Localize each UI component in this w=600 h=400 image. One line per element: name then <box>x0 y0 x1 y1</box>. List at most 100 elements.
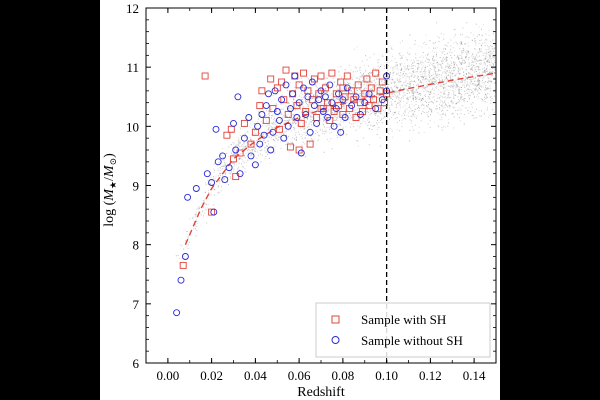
cloud-dot <box>479 50 481 52</box>
cloud-dot <box>461 42 462 44</box>
cloud-dot <box>420 99 422 101</box>
cloud-dot <box>448 64 450 66</box>
cloud-dot <box>279 141 281 143</box>
cloud-dot <box>451 74 453 76</box>
cloud-dot <box>415 81 417 83</box>
cloud-dot <box>432 81 434 83</box>
cloud-dot <box>487 65 488 66</box>
cloud-dot <box>464 79 466 80</box>
cloud-dot <box>434 78 436 80</box>
cloud-dot <box>410 68 412 70</box>
nosh-point <box>313 119 321 127</box>
cloud-dot <box>453 127 455 129</box>
cloud-dot <box>429 78 431 80</box>
cloud-dot <box>447 81 449 83</box>
cloud-dot <box>487 71 488 73</box>
cloud-dot <box>465 77 467 79</box>
cloud-dot <box>360 83 361 85</box>
cloud-dot <box>396 62 398 64</box>
cloud-dot <box>353 108 354 110</box>
cloud-dot <box>388 132 390 134</box>
cloud-dot <box>381 81 382 83</box>
cloud-dot <box>481 98 482 100</box>
cloud-dot <box>285 110 287 112</box>
cloud-dot <box>482 99 484 101</box>
cloud-dot <box>478 110 480 112</box>
cloud-dot <box>356 112 358 113</box>
cloud-dot <box>481 45 482 47</box>
cloud-dot <box>411 90 413 92</box>
cloud-dot <box>474 111 476 113</box>
cloud-dot <box>419 93 421 95</box>
cloud-dot <box>416 60 418 61</box>
cloud-dot <box>266 148 268 150</box>
cloud-dot <box>374 82 376 84</box>
cloud-dot <box>454 69 456 71</box>
cloud-dot <box>267 134 269 136</box>
cloud-dot <box>205 209 207 211</box>
cloud-dot <box>339 125 341 126</box>
cloud-dot <box>385 107 387 109</box>
cloud-dot <box>493 56 495 58</box>
cloud-dot <box>279 128 281 130</box>
cloud-dot <box>438 78 440 80</box>
cloud-dot <box>418 126 420 128</box>
cloud-dot <box>480 50 482 52</box>
cloud-dot <box>306 101 308 103</box>
cloud-dot <box>456 86 458 88</box>
cloud-dot <box>446 75 448 77</box>
cloud-dot <box>448 119 450 121</box>
cloud-dot <box>494 69 496 71</box>
cloud-dot <box>302 104 303 106</box>
cloud-dot <box>363 89 365 91</box>
cloud-dot <box>399 81 401 83</box>
cloud-dot <box>374 79 375 81</box>
cloud-dot <box>250 155 252 157</box>
cloud-dot <box>407 100 409 102</box>
cloud-dot <box>414 97 416 99</box>
cloud-dot <box>367 82 368 84</box>
cloud-dot <box>213 171 215 173</box>
cloud-dot <box>394 101 395 103</box>
cloud-dot <box>361 75 363 77</box>
cloud-dot <box>267 145 268 147</box>
cloud-dot <box>426 111 428 113</box>
cloud-dot <box>478 82 480 84</box>
cloud-dot <box>411 90 413 92</box>
cloud-dot <box>376 122 378 124</box>
cloud-dot <box>480 63 482 65</box>
cloud-dot <box>477 60 479 62</box>
cloud-dot <box>425 95 427 97</box>
cloud-dot <box>481 51 483 53</box>
cloud-dot <box>468 72 469 74</box>
cloud-dot <box>360 89 362 91</box>
cloud-dot <box>461 58 463 59</box>
cloud-dot <box>474 88 476 90</box>
cloud-dot <box>410 100 412 102</box>
cloud-dot <box>378 67 380 69</box>
cloud-dot <box>285 116 287 118</box>
cloud-dot <box>313 103 315 105</box>
cloud-dot <box>424 72 426 74</box>
cloud-dot <box>444 102 446 104</box>
cloud-dot <box>340 121 341 123</box>
cloud-dot <box>343 100 345 102</box>
cloud-dot <box>309 114 311 116</box>
cloud-dot <box>421 79 423 81</box>
cloud-dot <box>280 121 282 123</box>
cloud-dot <box>340 130 342 132</box>
cloud-dot <box>303 107 305 109</box>
cloud-dot <box>355 92 357 94</box>
cloud-dot <box>439 57 441 59</box>
cloud-dot <box>359 100 361 102</box>
cloud-dot <box>280 108 282 110</box>
cloud-dot <box>280 112 282 114</box>
cloud-dot <box>393 90 395 92</box>
cloud-dot <box>268 113 270 115</box>
cloud-dot <box>423 90 425 92</box>
cloud-dot <box>273 147 275 149</box>
cloud-dot <box>492 55 493 56</box>
cloud-dot <box>490 99 492 101</box>
cloud-dot <box>465 77 467 79</box>
